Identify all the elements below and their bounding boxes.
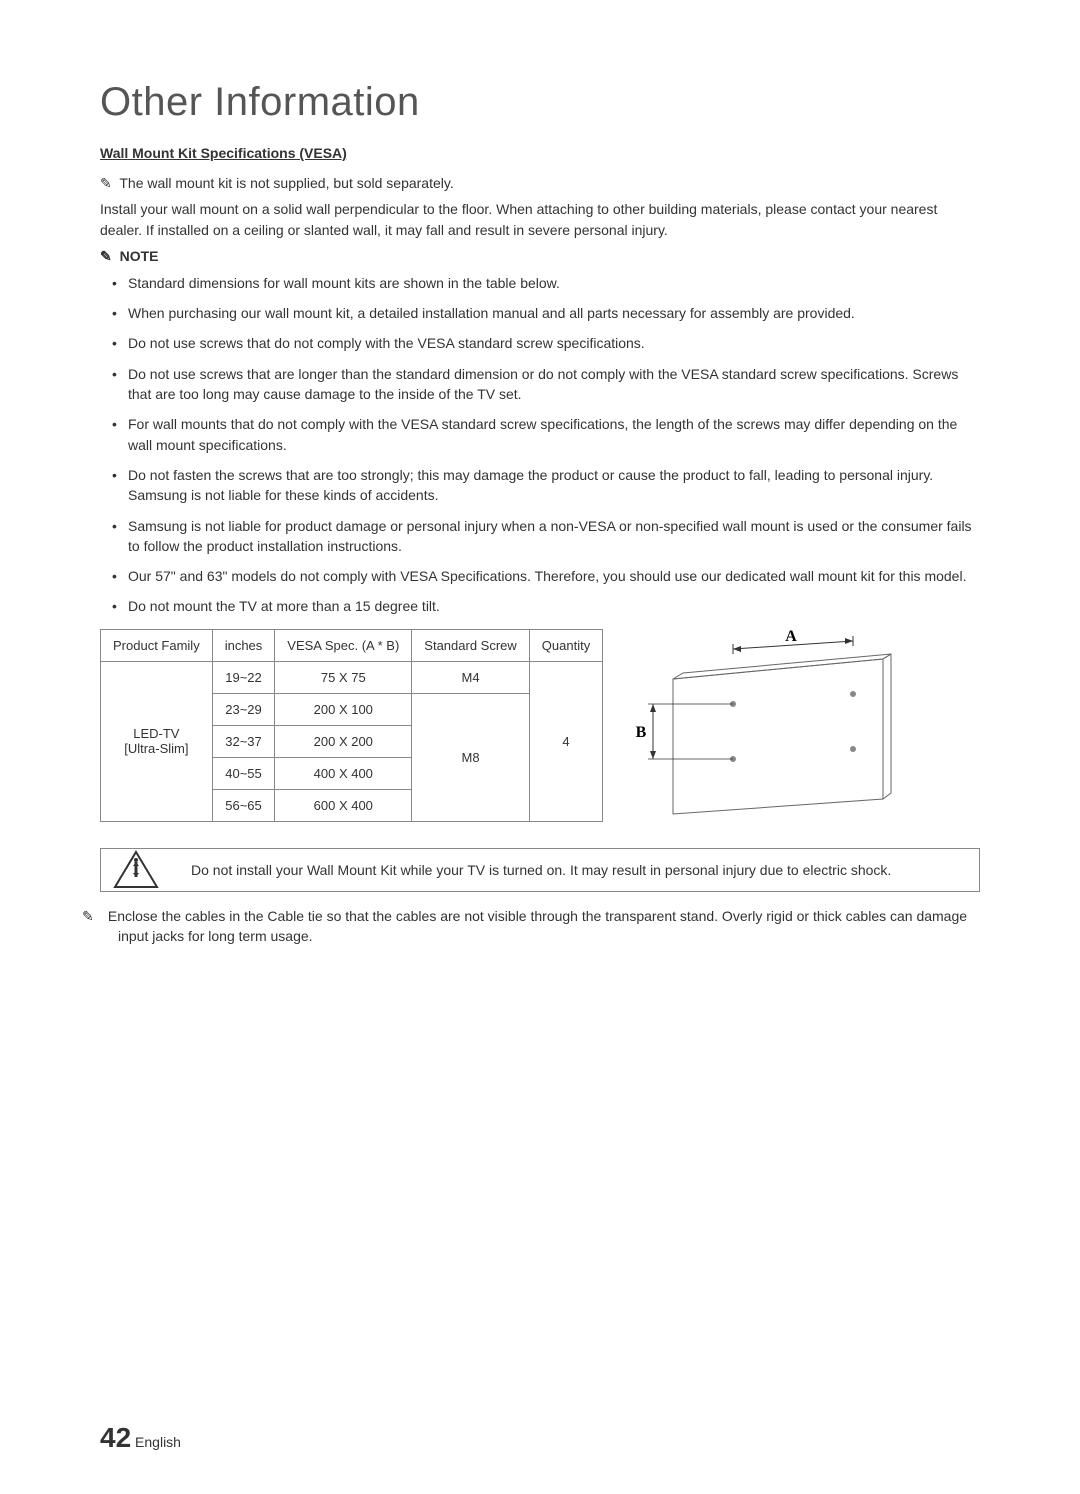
closing-note-row: ✎ Enclose the cables in the Cable tie so… — [100, 906, 980, 947]
list-item: Samsung is not liable for product damage… — [128, 516, 980, 557]
supply-note: ✎ The wall mount kit is not supplied, bu… — [100, 173, 980, 193]
diagram-label-b: B — [636, 724, 647, 741]
list-item: Standard dimensions for wall mount kits … — [128, 273, 980, 293]
page-footer: 42 English — [100, 1422, 181, 1454]
list-item: Do not use screws that are longer than t… — [128, 364, 980, 405]
install-instruction: Install your wall mount on a solid wall … — [100, 199, 980, 240]
vesa-diagram: A B — [623, 629, 980, 824]
th-vesa: VESA Spec. (A * B) — [275, 629, 412, 661]
page-title: Other Information — [100, 80, 980, 125]
cell-family: LED-TV [Ultra-Slim] — [101, 661, 213, 821]
vesa-table: Product Family inches VESA Spec. (A * B)… — [100, 629, 603, 822]
footer-language: English — [135, 1434, 181, 1450]
page-number: 42 — [100, 1422, 131, 1453]
diagram-label-a: A — [785, 629, 797, 645]
closing-note-text: Enclose the cables in the Cable tie so t… — [108, 908, 967, 944]
list-item: Do not fasten the screws that are too st… — [128, 465, 980, 506]
supply-note-text: The wall mount kit is not supplied, but … — [119, 175, 453, 191]
cell-vesa: 600 X 400 — [275, 789, 412, 821]
table-header-row: Product Family inches VESA Spec. (A * B)… — [101, 629, 603, 661]
th-inches: inches — [212, 629, 275, 661]
cell-inches: 40~55 — [212, 757, 275, 789]
warning-text: Do not install your Wall Mount Kit while… — [191, 850, 979, 890]
cell-vesa: 75 X 75 — [275, 661, 412, 693]
th-family: Product Family — [101, 629, 213, 661]
note-icon: ✎ — [100, 248, 112, 265]
cell-inches: 56~65 — [212, 789, 275, 821]
notes-list: Standard dimensions for wall mount kits … — [100, 273, 980, 617]
note-label-row: ✎ NOTE — [100, 248, 980, 265]
note-icon: ✎ — [100, 173, 112, 193]
warning-box: Do not install your Wall Mount Kit while… — [100, 848, 980, 892]
cell-qty: 4 — [529, 661, 602, 821]
note-label: NOTE — [120, 248, 159, 264]
cell-screw: M4 — [412, 661, 530, 693]
cell-inches: 19~22 — [212, 661, 275, 693]
list-item: Do not mount the TV at more than a 15 de… — [128, 596, 980, 616]
table-row: LED-TV [Ultra-Slim] 19~22 75 X 75 M4 4 — [101, 661, 603, 693]
section-heading: Wall Mount Kit Specifications (VESA) — [100, 145, 980, 161]
diagram-svg: A B — [623, 629, 903, 819]
cell-screw-m8: M8 — [412, 693, 530, 821]
cell-vesa: 200 X 200 — [275, 725, 412, 757]
warning-icon-cell — [101, 849, 171, 891]
cell-vesa: 400 X 400 — [275, 757, 412, 789]
table-diagram-row: Product Family inches VESA Spec. (A * B)… — [100, 629, 980, 824]
list-item: For wall mounts that do not comply with … — [128, 414, 980, 455]
list-item: When purchasing our wall mount kit, a de… — [128, 303, 980, 323]
cell-inches: 32~37 — [212, 725, 275, 757]
th-qty: Quantity — [529, 629, 602, 661]
cell-inches: 23~29 — [212, 693, 275, 725]
cell-vesa: 200 X 100 — [275, 693, 412, 725]
list-item: Our 57" and 63" models do not comply wit… — [128, 566, 980, 586]
warning-icon — [113, 849, 159, 891]
th-screw: Standard Screw — [412, 629, 530, 661]
list-item: Do not use screws that do not comply wit… — [128, 333, 980, 353]
